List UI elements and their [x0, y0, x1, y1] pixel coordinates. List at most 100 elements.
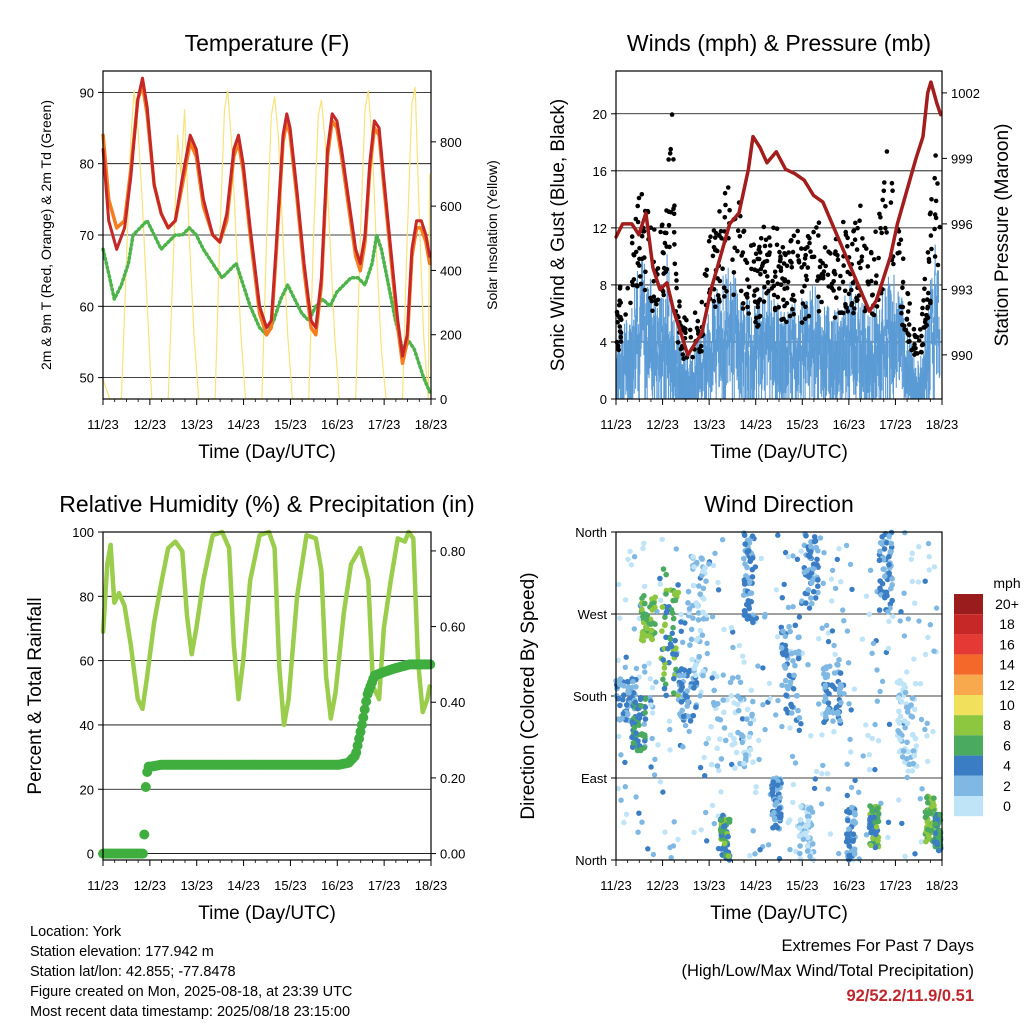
gust-point — [672, 261, 678, 267]
y-tick-label: 60 — [80, 299, 94, 314]
precip-point — [425, 659, 436, 670]
gust-point — [806, 313, 812, 319]
direction-point — [869, 806, 875, 812]
direction-point — [729, 675, 736, 681]
direction-point — [698, 827, 704, 833]
direction-point — [813, 768, 820, 775]
direction-point — [697, 627, 704, 634]
direction-point — [744, 716, 750, 722]
y-tick-label: North — [575, 853, 607, 868]
direction-point — [750, 759, 756, 765]
direction-point — [678, 628, 684, 634]
gust-point — [802, 262, 807, 267]
direction-point — [898, 680, 904, 686]
direction-point — [639, 633, 645, 640]
direction-point — [737, 696, 744, 702]
gust-point — [778, 282, 784, 288]
direction-point — [709, 802, 716, 809]
gust-point — [850, 241, 855, 247]
direction-point — [846, 838, 852, 844]
direction-point — [885, 609, 891, 615]
direction-point — [936, 847, 942, 854]
direction-point — [635, 738, 641, 744]
gust-point — [761, 299, 767, 304]
gust-point — [909, 347, 914, 353]
direction-point — [741, 555, 747, 562]
direction-point — [659, 536, 665, 543]
direction-point — [633, 730, 639, 736]
direction-point — [851, 851, 858, 857]
direction-point — [831, 729, 837, 735]
direction-point — [807, 853, 813, 860]
direction-point — [646, 660, 652, 666]
gust-point — [845, 244, 850, 249]
gust-point — [802, 246, 808, 252]
gust-point — [860, 236, 865, 241]
direction-point — [837, 717, 843, 724]
gust-point — [883, 204, 888, 209]
gust-point — [724, 289, 729, 294]
gust-point — [779, 317, 784, 323]
direction-point — [846, 852, 852, 859]
direction-point — [681, 672, 687, 679]
direction-point — [662, 829, 668, 835]
direction-point — [933, 605, 940, 611]
direction-point — [622, 784, 628, 790]
direction-point — [647, 676, 653, 682]
direction-point — [775, 697, 781, 704]
direction-point — [648, 635, 655, 642]
gust-point — [805, 265, 811, 270]
direction-point — [877, 548, 883, 555]
gust-point — [649, 298, 654, 304]
gust-point — [672, 242, 677, 247]
direction-point — [747, 853, 753, 859]
direction-point — [648, 764, 654, 770]
gust-point — [661, 292, 666, 298]
gust-point — [928, 233, 934, 238]
gust-point — [688, 335, 694, 340]
direction-point — [642, 716, 649, 722]
direction-point — [897, 736, 903, 743]
gust-point — [834, 295, 839, 301]
gust-point — [662, 230, 668, 236]
gust-point — [651, 294, 657, 300]
direction-point — [866, 611, 872, 617]
direction-point — [850, 819, 857, 825]
gust-point — [898, 237, 904, 243]
direction-point — [797, 817, 804, 823]
direction-point — [838, 579, 844, 585]
direction-point — [771, 815, 778, 821]
gust-point — [905, 291, 911, 297]
gust-point — [833, 249, 838, 254]
direction-point — [661, 665, 668, 671]
gust-point — [786, 250, 791, 255]
gust-point — [771, 292, 777, 298]
direction-point — [810, 566, 817, 572]
direction-point — [678, 619, 684, 625]
direction-point — [655, 742, 661, 748]
direction-point — [840, 607, 846, 613]
direction-point — [817, 535, 824, 541]
gust-point — [845, 309, 851, 314]
legend-label: 8 — [1003, 717, 1011, 733]
gust-point — [777, 249, 782, 255]
direction-point — [756, 756, 762, 763]
direction-point — [812, 776, 818, 782]
gust-point — [745, 304, 750, 310]
direction-point — [792, 622, 799, 629]
x-tick-label: 17/23 — [879, 878, 912, 893]
direction-point — [831, 642, 837, 649]
direction-point — [760, 702, 766, 708]
direction-point — [803, 533, 809, 539]
direction-point — [890, 613, 896, 620]
direction-point — [875, 837, 881, 844]
gust-point — [804, 277, 810, 283]
direction-point — [718, 756, 725, 762]
direction-point — [835, 709, 841, 715]
direction-point — [824, 622, 830, 629]
direction-point — [714, 673, 720, 680]
direction-point — [667, 726, 673, 733]
direction-point — [718, 789, 724, 795]
gust-point — [712, 235, 718, 240]
direction-point — [662, 621, 668, 628]
